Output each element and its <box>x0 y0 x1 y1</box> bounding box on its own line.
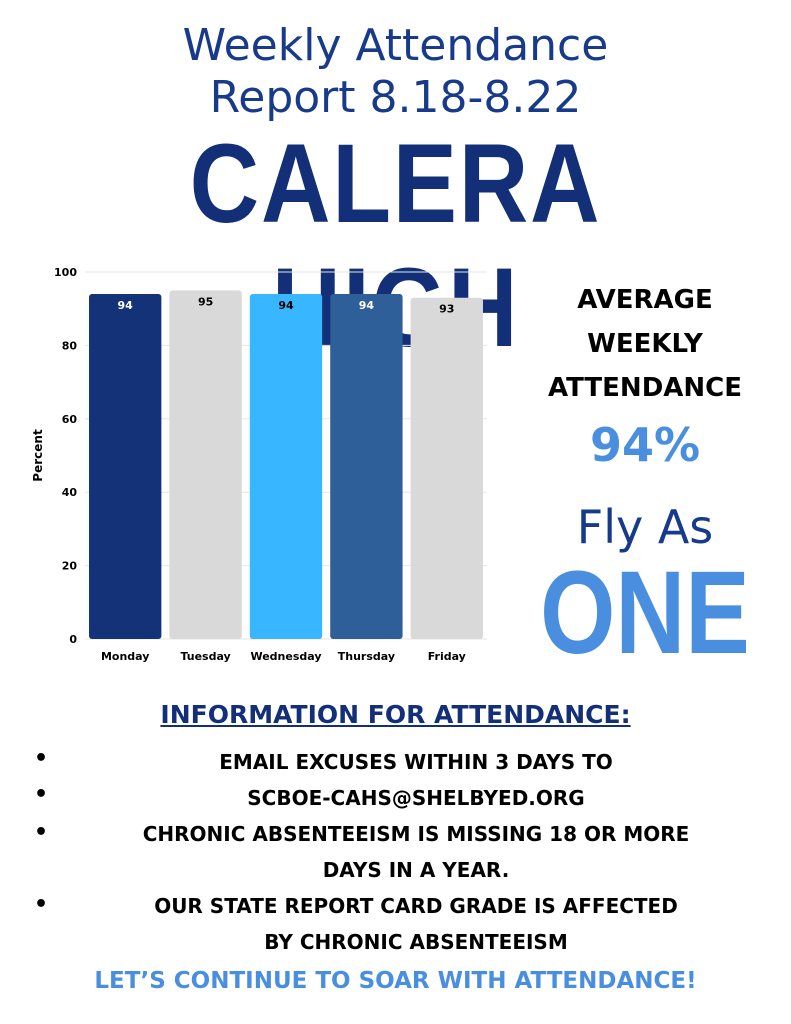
average-attendance-value: 94% <box>589 418 701 472</box>
bar-friday <box>410 297 483 639</box>
bar-value-label: 93 <box>439 303 454 316</box>
bullet-dot: • <box>34 746 49 771</box>
x-tick-label: Wednesday <box>250 650 321 663</box>
bar-wednesday <box>249 294 323 639</box>
info-bullet-2: SCBOE-CAHS@SHELBYED.ORG <box>247 786 585 810</box>
x-tick-label: Thursday <box>338 650 395 663</box>
info-bullet-1: EMAIL EXCUSES WITHIN 3 DAYS TO <box>219 750 613 774</box>
info-heading: INFORMATION FOR ATTENDANCE: <box>160 700 631 729</box>
bar-value-label: 94 <box>118 299 134 312</box>
report-title-line2: Report 8.18-8.22 <box>209 72 582 123</box>
y-tick-label: 40 <box>62 486 78 499</box>
info-bullet-4-cont: BY CHRONIC ABSENTEEISM <box>264 930 568 954</box>
y-tick-label: 20 <box>62 560 78 573</box>
bar-monday <box>89 294 162 639</box>
y-tick-label: 0 <box>69 633 77 646</box>
average-weekly-attendance-heading: AVERAGE WEEKLY ATTENDANCE <box>515 278 775 410</box>
attendance-bar-chart: 0 20 40 60 80 100 Percent 94 Monday 95 Tuesday 94 We… <box>31 266 487 663</box>
bar-value-label: 95 <box>198 295 213 308</box>
info-bullet-4: OUR STATE REPORT CARD GRADE IS AFFECTED <box>154 894 678 918</box>
footer-slogan: LET’S CONTINUE TO SOAR WITH ATTENDANCE! <box>94 968 697 994</box>
y-tick-label: 100 <box>54 266 77 279</box>
bar-value-label: 94 <box>359 299 375 312</box>
bar-value-label: 94 <box>278 299 294 312</box>
info-bullet-3-cont: DAYS IN A YEAR. <box>322 858 510 882</box>
heading-line-attendance: ATTENDANCE <box>548 373 742 403</box>
heading-line-weekly: WEEKLY <box>587 329 703 359</box>
x-tick-label: Tuesday <box>180 650 230 663</box>
slogan-fly-as: Fly As <box>576 500 714 554</box>
y-tick-label: 60 <box>62 413 78 426</box>
slogan-one: ONE <box>540 547 750 679</box>
y-tick-label: 80 <box>62 339 78 352</box>
bullet-dot: • <box>34 892 49 917</box>
x-tick-label: Friday <box>428 650 466 663</box>
bullet-dot: • <box>34 820 49 845</box>
y-axis-label: Percent <box>31 429 45 482</box>
info-bullet-3: CHRONIC ABSENTEEISM IS MISSING 18 OR MOR… <box>142 822 690 846</box>
bullet-dot: • <box>34 782 49 807</box>
x-tick-label: Monday <box>101 650 149 663</box>
bar-thursday <box>330 294 403 639</box>
report-title-line1: Weekly Attendance <box>182 20 609 71</box>
bar-tuesday <box>169 290 242 639</box>
heading-line-average: AVERAGE <box>577 285 713 315</box>
